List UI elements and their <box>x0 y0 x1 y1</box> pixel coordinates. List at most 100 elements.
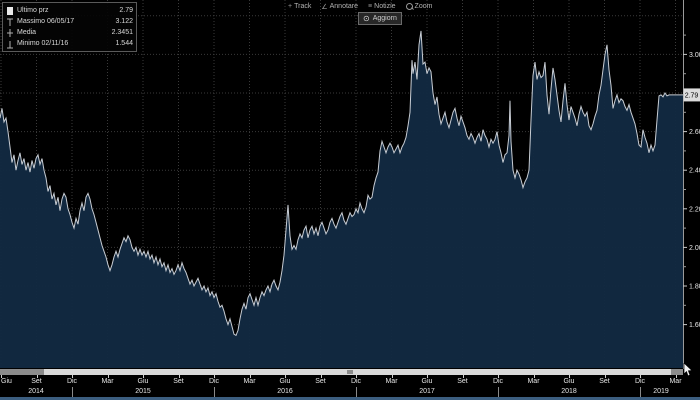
x-year-label: 2017 <box>419 388 435 395</box>
x-tick <box>107 375 109 378</box>
x-tick <box>427 375 428 378</box>
x-year-label: 2018 <box>561 388 577 395</box>
zoom-label: Zoom <box>414 3 433 10</box>
legend-label: Massimo 06/05/17 <box>17 18 75 25</box>
mean-marker-icon <box>6 28 17 38</box>
x-tick <box>285 375 286 378</box>
scrollbar-thumb[interactable] <box>44 369 671 375</box>
x-tick <box>569 375 570 378</box>
x-month-label: Mar <box>243 378 256 385</box>
legend-label: Ultimo prz <box>17 7 49 14</box>
x-month-label: Set <box>31 378 42 385</box>
track-button[interactable]: + Track <box>288 3 311 10</box>
legend-label: Media <box>17 29 37 36</box>
x-tick <box>214 375 215 378</box>
x-tick <box>356 375 357 378</box>
last-price-badge-text: 2.79 <box>685 92 699 99</box>
x-year-label: 2014 <box>28 388 44 395</box>
x-tick <box>320 375 322 378</box>
y-axis-label: 2.60 <box>689 129 700 136</box>
legend-row-last-price[interactable]: Ultimo prz 2.79 <box>6 5 133 16</box>
x-year-label: 2019 <box>653 388 669 395</box>
x-tick <box>462 375 464 378</box>
x-month-label: Dic <box>634 378 646 385</box>
year-separator <box>72 387 73 397</box>
x-month-label: Mar <box>669 378 682 385</box>
legend-value: 2.79 <box>119 7 133 14</box>
x-month-label: Giu <box>137 378 149 385</box>
legend-label: Minimo 02/11/16 <box>17 40 69 47</box>
news-label: Notizie <box>374 3 396 10</box>
horizontal-scrollbar[interactable] <box>0 369 683 375</box>
refresh-button[interactable]: ⊙ Aggiorn <box>358 12 402 25</box>
scrollbar-grip[interactable] <box>347 370 353 374</box>
chart-toolbar: + Track ∠ Annotare ≡ Notizie Zoom <box>288 1 432 12</box>
chart-legend: Ultimo prz 2.79 Massimo 06/05/17 3.122 M… <box>2 2 137 52</box>
bottom-accent-bar <box>0 397 700 400</box>
x-year-label: 2015 <box>135 388 151 395</box>
x-tick <box>675 375 677 378</box>
y-axis-label: 2.20 <box>689 206 700 213</box>
x-tick <box>391 375 393 378</box>
x-month-label: Dic <box>350 378 362 385</box>
price-chart-plot[interactable]: 3.002.802.602.402.202.001.801.602.79 <box>0 0 700 369</box>
x-tick <box>143 375 144 378</box>
price-area <box>0 30 683 369</box>
x-tick <box>249 375 251 378</box>
zoom-button[interactable]: Zoom <box>405 3 433 10</box>
x-tick <box>72 375 73 378</box>
magnifier-icon <box>405 3 413 10</box>
last-price-badge <box>683 88 700 102</box>
x-month-label: Set <box>315 378 326 385</box>
series-square-marker-icon <box>6 6 17 16</box>
x-month-label: Mar <box>385 378 398 385</box>
x-month-label: Set <box>173 378 184 385</box>
legend-row-max[interactable]: Massimo 06/05/17 3.122 <box>6 16 133 27</box>
x-tick <box>604 375 606 378</box>
x-month-label: Giu <box>421 378 433 385</box>
x-tick <box>36 375 38 378</box>
y-axis-label: 2.00 <box>689 245 700 252</box>
y-axis-label: 1.80 <box>689 284 700 291</box>
news-list-icon: ≡ <box>368 3 373 10</box>
x-tick <box>1 375 2 378</box>
x-month-label: Dic <box>66 378 78 385</box>
refresh-label: Aggiorn <box>372 15 397 22</box>
x-tick <box>640 375 641 378</box>
x-tick <box>498 375 499 378</box>
legend-value: 3.122 <box>115 18 133 25</box>
year-separator <box>356 387 357 397</box>
plus-icon: + <box>288 3 293 10</box>
legend-row-mean[interactable]: Media 2.3451 <box>6 27 133 38</box>
circle-dot-icon: ⊙ <box>363 13 370 23</box>
x-tick <box>178 375 180 378</box>
year-separator <box>498 387 499 397</box>
track-label: Track <box>294 3 312 10</box>
y-axis-label: 2.40 <box>689 168 700 175</box>
x-month-label: Dic <box>492 378 504 385</box>
max-marker-icon <box>6 17 17 27</box>
angle-pen-icon: ∠ <box>321 3 328 11</box>
y-axis-label: 3.00 <box>689 52 700 59</box>
x-month-label: Set <box>599 378 610 385</box>
legend-value: 2.3451 <box>111 29 133 36</box>
annotate-button[interactable]: ∠ Annotare <box>321 3 358 11</box>
price-line <box>0 30 683 337</box>
x-month-label: Mar <box>101 378 114 385</box>
legend-row-min[interactable]: Minimo 02/11/16 1.544 <box>6 38 133 49</box>
x-tick <box>533 375 535 378</box>
x-year-label: 2016 <box>277 388 293 395</box>
news-button[interactable]: ≡ Notizie <box>368 3 396 10</box>
year-separator <box>214 387 215 397</box>
legend-value: 1.544 <box>115 40 133 47</box>
mouse-cursor <box>683 363 693 377</box>
x-month-label: Giu <box>1 378 12 385</box>
x-axis: Giu Set Dic Mar Giu Set Dic Mar Giu Set Dic Mar Giu S… <box>0 375 700 397</box>
year-separator <box>640 387 641 397</box>
x-month-label: Giu <box>563 378 575 385</box>
y-axis-label: 1.60 <box>689 322 700 329</box>
x-month-label: Dic <box>208 378 220 385</box>
annotate-label: Annotare <box>329 3 359 10</box>
min-marker-icon <box>6 39 17 49</box>
